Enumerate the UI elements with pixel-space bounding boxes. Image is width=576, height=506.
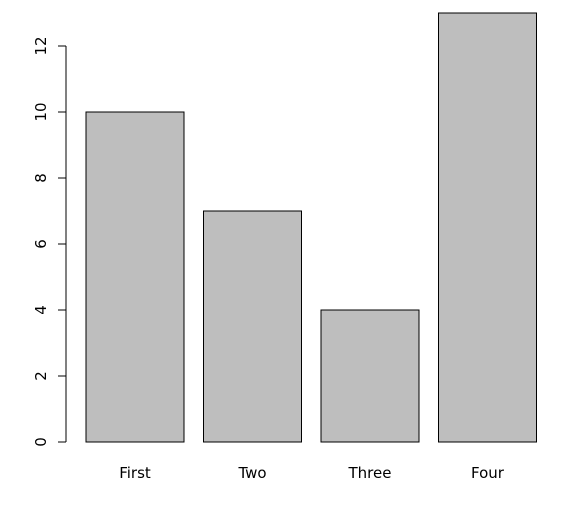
bar-four <box>438 12 537 443</box>
x-tick-label: Four <box>471 464 505 482</box>
y-tick-label: 8 <box>32 173 50 183</box>
x-tick-label: Three <box>348 464 392 482</box>
y-tick-label: 2 <box>32 371 50 381</box>
y-tick-label: 10 <box>32 102 50 121</box>
bar-two <box>203 210 302 443</box>
bar-three <box>320 309 420 443</box>
y-tick-label: 4 <box>32 305 50 315</box>
x-tick-label: First <box>119 464 151 482</box>
x-tick-label: Two <box>237 464 266 482</box>
bars <box>85 12 537 443</box>
bar-first <box>85 111 185 443</box>
y-axis: 0 2 4 6 8 10 12 <box>32 36 67 447</box>
y-tick-label: 6 <box>32 239 50 249</box>
y-tick-label: 0 <box>32 437 50 447</box>
y-tick-label: 12 <box>32 36 50 55</box>
x-axis-labels: First Two Three Four <box>119 464 505 482</box>
